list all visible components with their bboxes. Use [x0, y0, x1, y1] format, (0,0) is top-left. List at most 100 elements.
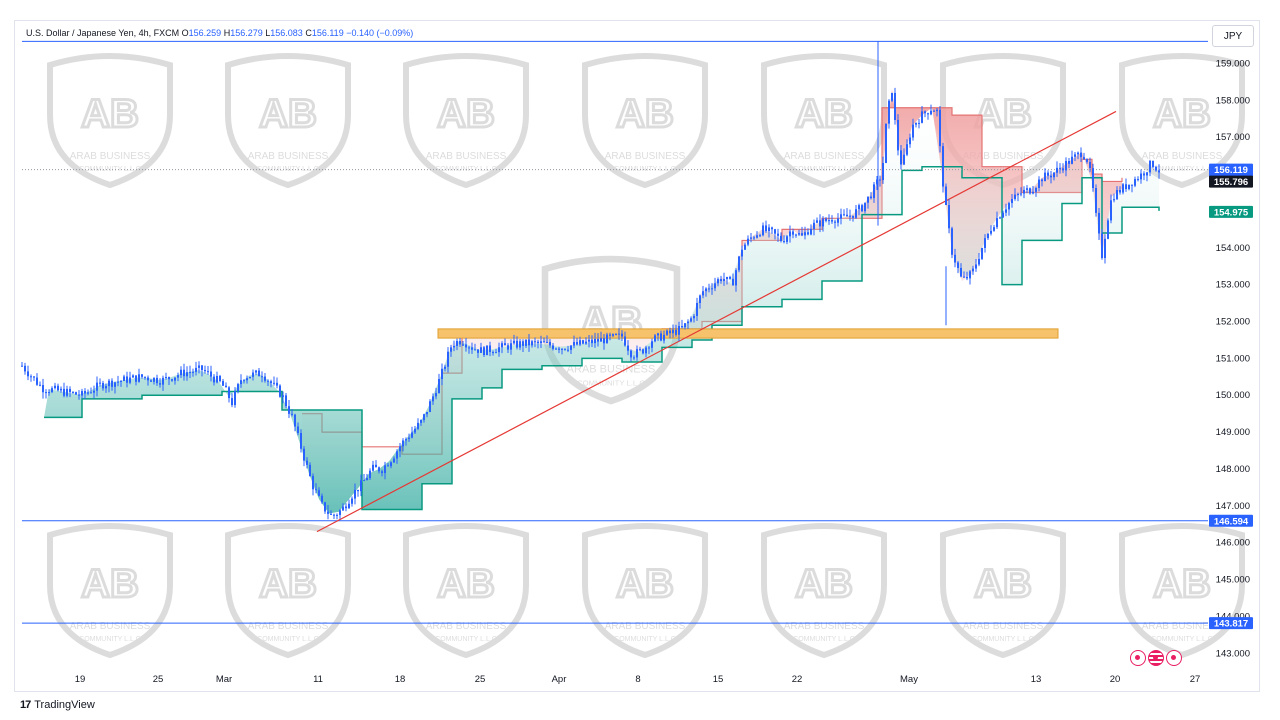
- candle-body: [54, 385, 56, 389]
- candle-body: [1119, 190, 1121, 193]
- trendline-line[interactable]: [316, 110, 1117, 533]
- candle-body: [918, 122, 920, 124]
- candle-body: [189, 372, 191, 374]
- candle-body: [1026, 188, 1028, 190]
- candle-body: [1134, 179, 1136, 186]
- candle-body: [474, 349, 476, 351]
- candle-body: [642, 349, 644, 354]
- candle-body: [531, 341, 533, 346]
- candle-body: [873, 184, 875, 199]
- candle-body: [225, 385, 227, 388]
- event-flags[interactable]: [1130, 650, 1182, 666]
- shield-outline: [47, 523, 173, 659]
- candle-body: [780, 235, 782, 242]
- candle-body: [354, 489, 356, 499]
- watermark-brand: ARAB BUSINESS: [963, 151, 1044, 162]
- candle-body: [306, 460, 308, 465]
- candle-body: [426, 411, 428, 415]
- candle-body: [744, 244, 746, 250]
- watermark-monogram: AB: [795, 562, 853, 606]
- candle-body: [405, 439, 407, 441]
- candle-body: [726, 276, 728, 280]
- candle-body: [945, 186, 947, 206]
- candle-body: [141, 374, 143, 377]
- candle-body: [1008, 203, 1010, 210]
- candle-body: [387, 465, 389, 467]
- candle-body: [1029, 188, 1031, 194]
- candle-series: [21, 41, 1160, 520]
- watermark-sub: COMMUNITY L.L.C: [793, 636, 855, 643]
- support-zone[interactable]: [437, 328, 1059, 339]
- candle-body: [837, 218, 839, 223]
- candle-body: [1071, 156, 1073, 164]
- watermark-sub: COMMUNITY L.L.C: [614, 636, 676, 643]
- trendline[interactable]: [316, 110, 1117, 533]
- jp-flag-icon[interactable]: [1166, 650, 1182, 666]
- candle-body: [573, 341, 575, 346]
- candle-body: [822, 218, 824, 227]
- candle-body: [438, 379, 440, 394]
- candle-body: [1017, 194, 1019, 196]
- candle-body: [390, 462, 392, 467]
- close-label: C: [305, 28, 312, 38]
- candle-body: [351, 498, 353, 504]
- watermark-monogram: AB: [437, 562, 495, 606]
- candle-body: [1023, 189, 1025, 194]
- candle-body: [1122, 184, 1124, 193]
- candle-body: [957, 262, 959, 268]
- y-tick-label: 144.000: [1216, 611, 1250, 622]
- candle-body: [300, 432, 302, 449]
- candle-body: [30, 376, 32, 378]
- open-value: 156.259: [188, 28, 222, 38]
- candle-body: [579, 340, 581, 345]
- candle-body: [303, 448, 305, 461]
- candle-body: [135, 375, 137, 382]
- candle-body: [282, 395, 284, 397]
- event-icon[interactable]: [1130, 650, 1146, 666]
- candle-body: [213, 376, 215, 383]
- y-tick-label: 159.000: [1216, 58, 1250, 69]
- candle-body: [795, 234, 797, 236]
- candle-body: [369, 470, 371, 479]
- x-tick-label: 19: [75, 674, 86, 685]
- tradingview-logo-icon[interactable]: 17: [20, 699, 31, 711]
- support-zone-rect[interactable]: [437, 328, 1059, 339]
- candle-body: [663, 334, 665, 341]
- candle-body: [195, 367, 197, 372]
- candle-body: [978, 258, 980, 265]
- candle-body: [423, 414, 425, 421]
- candle-body: [123, 376, 125, 381]
- candle-body: [903, 154, 905, 165]
- x-tick-label: 18: [395, 674, 406, 685]
- brand-name[interactable]: TradingView: [34, 699, 95, 711]
- high-label: H: [223, 28, 231, 38]
- currency-button[interactable]: JPY: [1212, 25, 1254, 47]
- watermark-brand: ARAB BUSINESS: [784, 151, 865, 162]
- candle-body: [672, 329, 674, 334]
- time-axis[interactable]: 19 25 Mar 11 18 25 Apr 8 15 22 May 13 20 27: [75, 674, 1201, 685]
- candle-body: [1128, 184, 1130, 190]
- candle-body: [321, 495, 323, 503]
- watermark-monogram: AB: [1153, 92, 1211, 136]
- candle-body: [120, 380, 122, 382]
- candle-body: [129, 377, 131, 383]
- candle-body: [222, 381, 224, 386]
- candle-body: [609, 334, 611, 336]
- candle-body: [669, 330, 671, 334]
- candle-body: [486, 345, 488, 356]
- candle-body: [582, 340, 584, 344]
- candle-body: [93, 390, 95, 393]
- candle-body: [48, 392, 50, 394]
- candle-body: [1059, 167, 1061, 169]
- candle-body: [357, 489, 359, 492]
- watermark-brand: ARAB BUSINESS: [70, 151, 151, 162]
- candle-body: [399, 446, 401, 452]
- candle-body: [597, 338, 599, 342]
- candle-body: [816, 220, 818, 223]
- candle-body: [528, 339, 530, 346]
- candle-body: [51, 388, 53, 393]
- us-flag-icon[interactable]: [1148, 650, 1164, 666]
